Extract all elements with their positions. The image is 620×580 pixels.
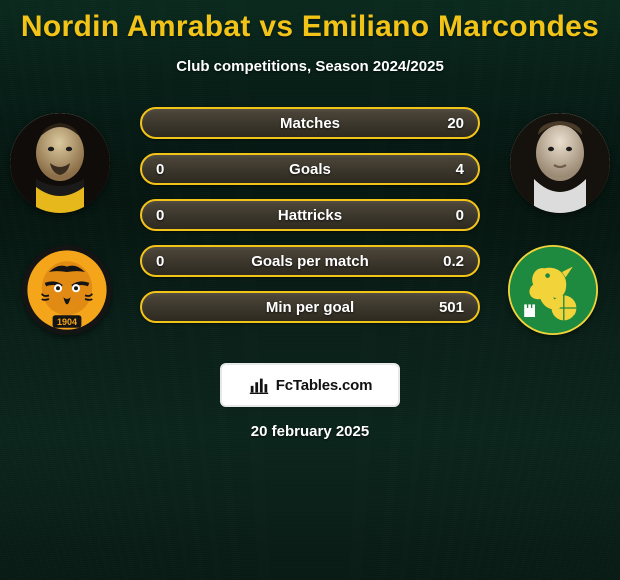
stat-label: Goals per match <box>142 247 478 275</box>
footer-date: 20 february 2025 <box>0 423 620 440</box>
stat-bars: Matches 20 0 Goals 4 0 Hattricks 0 0 Goa… <box>140 107 480 323</box>
page-title: Nordin Amrabat vs Emiliano Marcondes <box>0 0 620 44</box>
page-subtitle: Club competitions, Season 2024/2025 <box>0 58 620 75</box>
widget-root: Nordin Amrabat vs Emiliano Marcondes Clu… <box>0 0 620 580</box>
stat-value-right: 501 <box>425 293 478 321</box>
stat-bar-matches: Matches 20 <box>140 107 480 139</box>
stat-label: Goals <box>142 155 478 183</box>
stat-value-left: 0 <box>142 247 178 275</box>
middle-section: 1904 <box>0 107 620 347</box>
stat-bar-hattricks: 0 Hattricks 0 <box>140 199 480 231</box>
stat-value-right: 0.2 <box>429 247 478 275</box>
content-overlay: Nordin Amrabat vs Emiliano Marcondes Clu… <box>0 0 620 580</box>
club-right-badge <box>508 245 598 335</box>
club-left-badge: 1904 <box>22 245 112 335</box>
stat-label: Min per goal <box>142 293 478 321</box>
stat-bar-goals: 0 Goals 4 <box>140 153 480 185</box>
brand-text: FcTables.com <box>276 377 373 394</box>
stat-value-right: 0 <box>442 201 478 229</box>
stat-label: Hattricks <box>142 201 478 229</box>
stat-value-left <box>142 109 170 137</box>
club-left-year: 1904 <box>57 317 77 327</box>
stat-value-right: 4 <box>442 155 478 183</box>
stat-value-right: 20 <box>433 109 478 137</box>
mini-bar-chart-icon <box>248 374 270 396</box>
player-left-photo <box>10 113 110 213</box>
stat-bar-min-per-goal: Min per goal 501 <box>140 291 480 323</box>
stat-label: Matches <box>142 109 478 137</box>
brand-badge: FcTables.com <box>222 365 398 405</box>
stat-bar-goals-per-match: 0 Goals per match 0.2 <box>140 245 480 277</box>
player-right-photo <box>510 113 610 213</box>
stat-value-left: 0 <box>142 155 178 183</box>
stat-value-left: 0 <box>142 201 178 229</box>
stat-value-left <box>142 293 170 321</box>
